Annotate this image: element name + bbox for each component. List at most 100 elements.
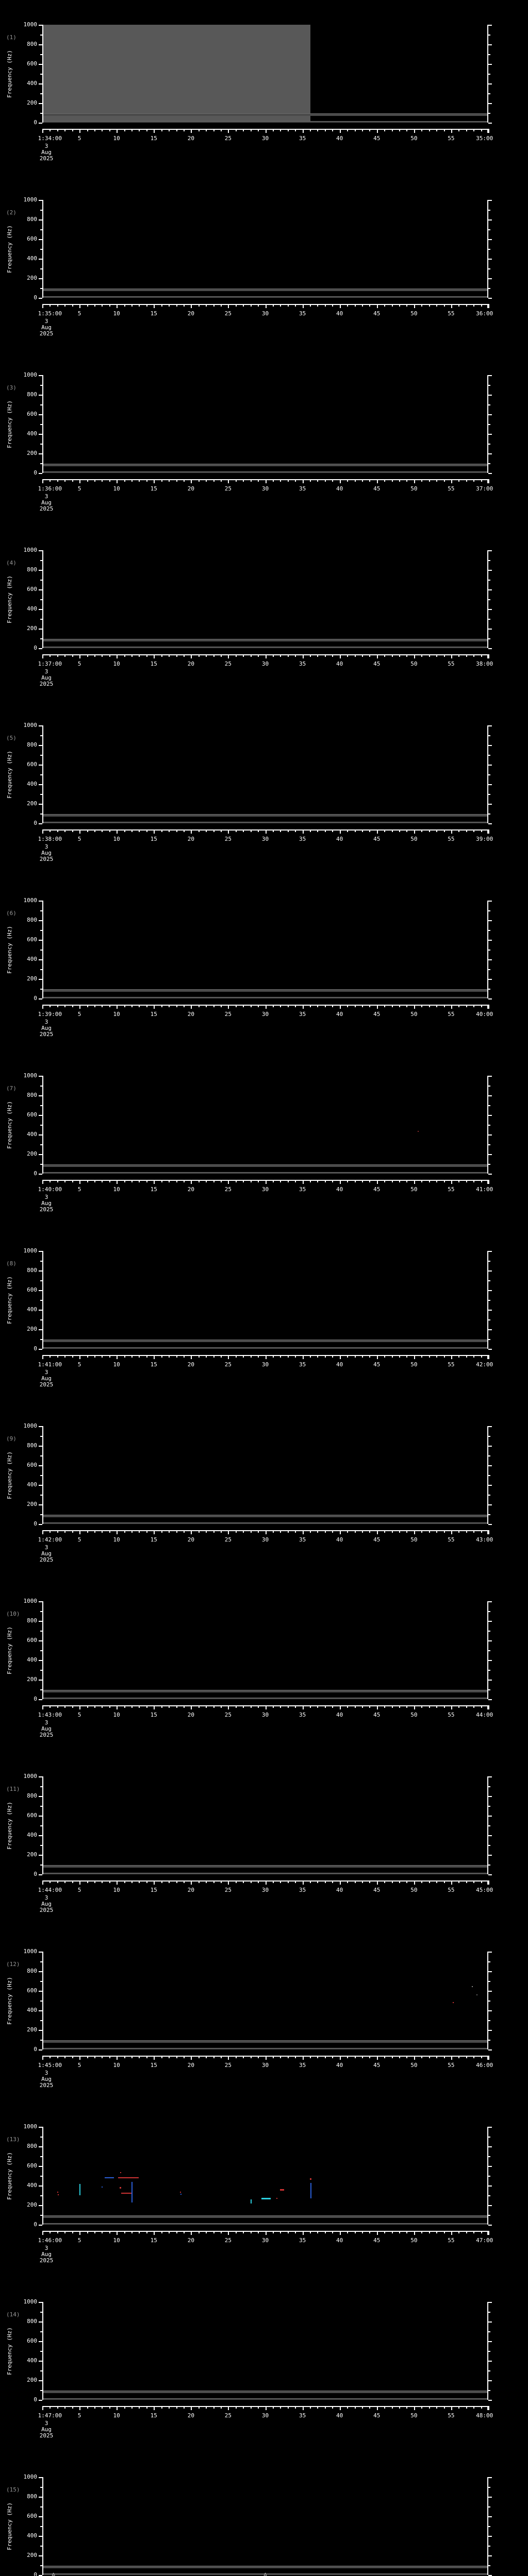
x-tick-minor [317, 1530, 319, 1533]
x-tick-minor [213, 1005, 214, 1007]
y-tick-label: 200 [27, 2377, 37, 2383]
x-axis-date-line: 2025 [39, 2257, 54, 2264]
y-tick-major [39, 804, 42, 805]
y-tick-minor-right [488, 2215, 490, 2216]
y-tick-minor [40, 2370, 42, 2371]
y-tick-major-right [488, 278, 492, 279]
x-tick-minor [332, 1005, 334, 1007]
x-tick-minor [169, 2406, 170, 2409]
low-frequency-band [42, 996, 488, 998]
y-tick-major-right [488, 64, 492, 65]
x-tick-major [228, 129, 229, 133]
x-tick-minor [287, 654, 289, 657]
y-tick-label: 800 [27, 216, 37, 223]
x-tick-minor [436, 2231, 438, 2233]
x-tick-label: 35 [299, 1536, 306, 1543]
x-tick-minor [295, 654, 296, 657]
y-tick-label: 0 [34, 820, 37, 826]
x-tick-minor [176, 1180, 177, 1182]
plot-canvas [42, 1601, 488, 1699]
y-tick-major [39, 745, 42, 746]
y-tick-minor-right [488, 2565, 490, 2566]
y-tick-major [39, 2477, 42, 2478]
x-tick-minor [347, 2056, 349, 2058]
x-tick-minor [287, 1005, 289, 1007]
x-tick-major [414, 829, 415, 834]
x-tick-minor [384, 1530, 386, 1533]
y-tick-label: 600 [27, 2162, 37, 2169]
y-tick-minor-right [488, 210, 490, 211]
y-tick-major [39, 103, 42, 104]
y-tick-label: 600 [27, 1987, 37, 1994]
y-tick-major [39, 2030, 42, 2031]
x-tick-minor [87, 1880, 88, 1883]
x-tick-minor [57, 304, 58, 307]
band-edge-line [42, 296, 488, 297]
plot-area: 0 200 400 600 800 1000 [24, 722, 492, 826]
x-axis-date-line: Aug [41, 850, 52, 856]
y-tick-label: 200 [27, 99, 37, 106]
x-tick-minor [295, 1530, 296, 1533]
x-tick-major [414, 2231, 415, 2235]
x-tick-minor [213, 479, 214, 482]
x-tick-label: 55 [448, 660, 455, 667]
x-tick-minor [361, 479, 363, 482]
x-tick-major [154, 2056, 155, 2060]
low-frequency-band [42, 121, 488, 123]
y-tick-minor-right [488, 2195, 490, 2196]
x-axis-date-line: 2025 [39, 1732, 54, 1738]
x-tick-minor [399, 2056, 400, 2058]
x-axis-date-line: 2025 [39, 155, 54, 162]
x-tick-label-start: 1:37:00 [38, 660, 62, 667]
x-tick-minor [272, 129, 274, 131]
x-axis: 1:44:00 5 10 15 20 25 30 35 40 45 50 55 45:00 3 Aug 202… [38, 1880, 493, 1917]
y-tick-minor-right [488, 2331, 490, 2332]
x-tick-minor [332, 1705, 334, 1708]
x-tick-label: 25 [224, 1887, 232, 1893]
y-tick-minor-right [488, 113, 490, 114]
x-tick-minor [139, 304, 140, 307]
x-tick-label: 55 [448, 135, 455, 142]
y-tick-major [39, 1640, 42, 1641]
x-axis-date-line: 2025 [39, 856, 54, 862]
x-tick-minor [458, 129, 460, 131]
y-tick-major-right [488, 1796, 492, 1797]
y-axis-title: Frequency (Hz) [5, 901, 13, 998]
x-tick-minor [169, 2231, 170, 2233]
y-tick-minor-right [488, 1670, 490, 1671]
x-tick-minor [481, 1530, 482, 1533]
y-tick-label: 1000 [23, 547, 38, 553]
x-axis-cap-right [487, 2056, 488, 2060]
y-tick-label: 200 [27, 1150, 37, 1157]
x-tick-major [339, 1530, 341, 1534]
y-tick-label: 200 [27, 1501, 37, 1507]
low-frequency-band [42, 2398, 488, 2400]
x-tick-label: 20 [187, 1361, 194, 1368]
plot-area: 0 200 400 600 800 1000 [24, 1423, 492, 1527]
x-tick-minor [310, 2056, 311, 2058]
x-tick-minor [146, 2231, 147, 2233]
x-axis-date-line: Aug [41, 2251, 52, 2258]
x-tick-minor [139, 1355, 140, 1358]
x-tick-minor [139, 129, 140, 131]
x-tick-major [414, 2056, 415, 2060]
y-tick-minor-right [488, 2312, 490, 2313]
y-tick-major [39, 725, 42, 726]
y-tick-major [39, 2341, 42, 2342]
y-axis-spine-right [487, 1776, 488, 1874]
x-tick-minor [94, 1180, 95, 1182]
y-axis-title-text: Frequency (Hz) [6, 400, 13, 448]
x-tick-minor [272, 2406, 274, 2409]
x-tick-major [191, 304, 192, 308]
x-tick-minor [250, 1530, 252, 1533]
x-axis-date-line: 3 [44, 2245, 48, 2251]
x-axis-date-line: Aug [41, 1550, 52, 1557]
y-tick-major [39, 920, 42, 921]
x-tick-major [414, 1355, 415, 1359]
y-axis-spine-left [42, 1426, 43, 1524]
y-tick-minor [40, 2331, 42, 2332]
x-tick-minor [57, 1530, 58, 1533]
y-tick-label: 1000 [23, 1072, 38, 1079]
y-tick-label: 400 [27, 2532, 37, 2539]
x-tick-minor [131, 479, 133, 482]
